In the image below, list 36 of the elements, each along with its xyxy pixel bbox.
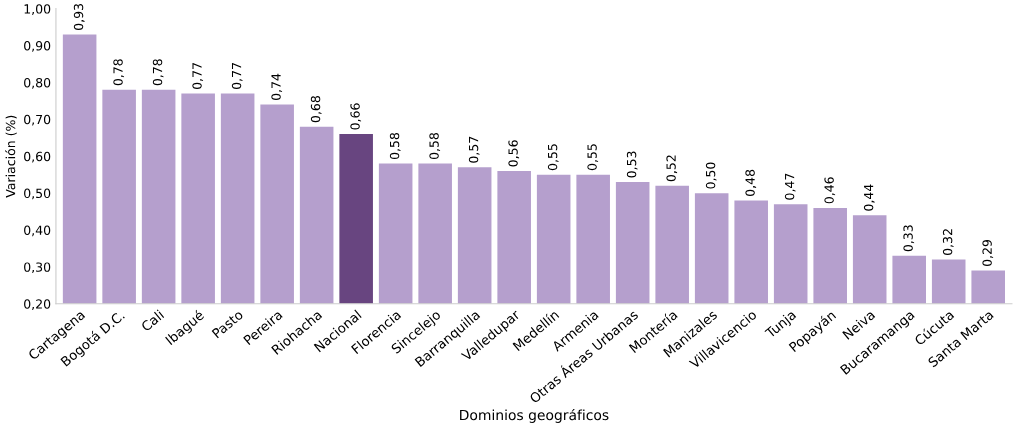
- y-tick-label: 0,50: [24, 188, 51, 200]
- y-tick-label: 0,60: [24, 151, 51, 163]
- y-tick-label: 0,20: [24, 299, 51, 310]
- data-label: 0,77: [192, 63, 204, 90]
- data-label: 0,52: [666, 155, 678, 182]
- data-label: 0,44: [863, 184, 875, 211]
- data-label: 0,58: [389, 132, 401, 160]
- y-tick-label: 1,00: [24, 4, 51, 15]
- data-label: 0,58: [429, 132, 441, 160]
- data-label: 0,47: [784, 173, 796, 200]
- data-label: 0,68: [310, 96, 322, 123]
- y-tick-label: 0,40: [24, 225, 51, 237]
- data-label: 0,29: [982, 239, 994, 267]
- y-tick-label: 0,90: [24, 41, 51, 52]
- data-label: 0,32: [942, 229, 954, 256]
- data-label: 0,50: [705, 162, 717, 189]
- y-tick-label: 0,80: [24, 77, 51, 89]
- y-axis-title: Variación (%): [5, 115, 17, 198]
- y-tick-label: 0,70: [24, 114, 51, 126]
- data-label: 0,57: [468, 136, 480, 163]
- data-label: 0,78: [113, 59, 125, 86]
- data-label: 0,77: [231, 63, 243, 90]
- data-label: 0,55: [587, 144, 599, 171]
- x-tick-label: Cali: [140, 309, 165, 332]
- data-label: 0,46: [824, 177, 836, 204]
- data-label: 0,53: [626, 151, 638, 178]
- data-label: 0,55: [547, 144, 559, 171]
- data-label: 0,66: [350, 103, 362, 130]
- data-label: 0,74: [271, 73, 283, 101]
- x-axis-title: Dominios geográficos: [460, 408, 609, 423]
- y-tick-label: 0,30: [24, 262, 51, 274]
- data-label: 0,78: [152, 59, 164, 86]
- data-label: 0,33: [903, 225, 915, 252]
- data-label: 0,56: [508, 140, 520, 167]
- data-label: 0,93: [73, 3, 85, 30]
- data-label: 0,48: [745, 169, 757, 196]
